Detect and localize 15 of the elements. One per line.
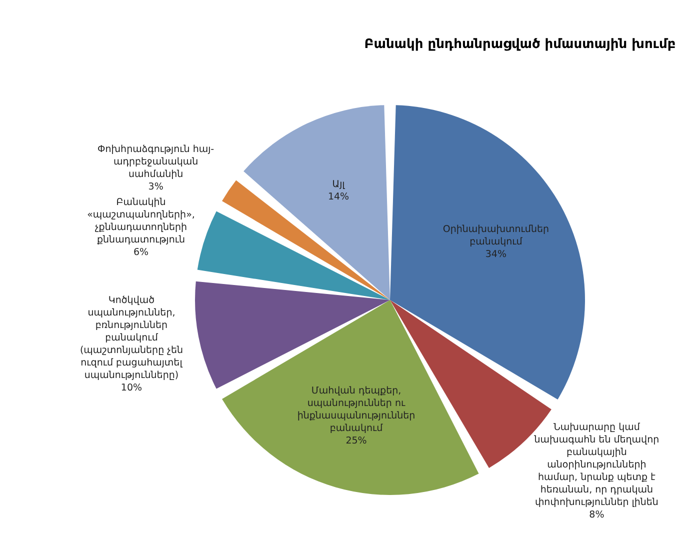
slice-label: Մահվան դեպքեր, սպանություններ ու ինքնասպանություններ բանակում bbox=[297, 386, 416, 434]
slice-label: Նախարարը կամ նախագահն են մեղավոր բանակային անօրինությունների համար, նրանք պետք է հեռանան, որ դրական փոփոխություններ լինեն bbox=[533, 422, 660, 508]
data-label: 6% bbox=[133, 246, 149, 258]
data-label: 25% bbox=[346, 436, 367, 447]
chart-title: Բանակի ընդհանրացված իմաստային խումբ bbox=[364, 37, 676, 52]
data-label: 14% bbox=[328, 191, 350, 202]
data-label: 3% bbox=[148, 181, 164, 192]
data-label: 34% bbox=[485, 248, 507, 260]
slice-label: Օրինախախտումներ բանակում bbox=[442, 224, 550, 248]
slice-label: Այլ bbox=[332, 178, 346, 190]
data-label: 10% bbox=[120, 382, 142, 394]
slice-label: Փոխհրաձգություն հայ- ադրբեջանական սահմանին bbox=[98, 144, 214, 180]
slice-label: Կոծկված սպանություններ, բռնություններ բանակում (պաշտոնյաները չեն ուզում բացահայտել սպանությունները) bbox=[80, 294, 184, 381]
slice-label: Բանակին «պաշտպանողների», չքննադատողների քննադատություն bbox=[87, 196, 195, 246]
data-label: 8% bbox=[589, 510, 604, 521]
